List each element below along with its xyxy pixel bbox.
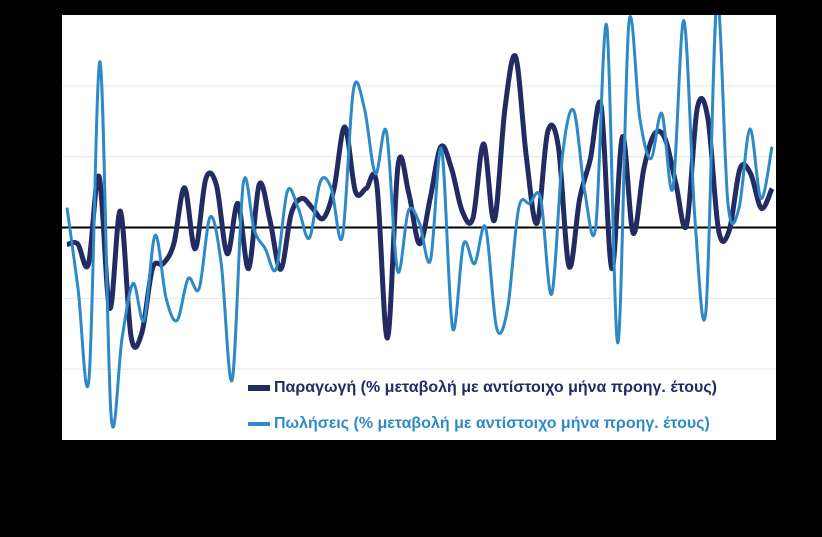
legend-label: Πωλήσεις (% μεταβολή με αντίστοιχο μήνα …	[274, 415, 710, 432]
series-line	[65, 15, 774, 429]
series-line	[66, 53, 775, 350]
legend-label: Παραγωγή (% μεταβολή με αντίστοιχο μήνα …	[274, 379, 717, 396]
